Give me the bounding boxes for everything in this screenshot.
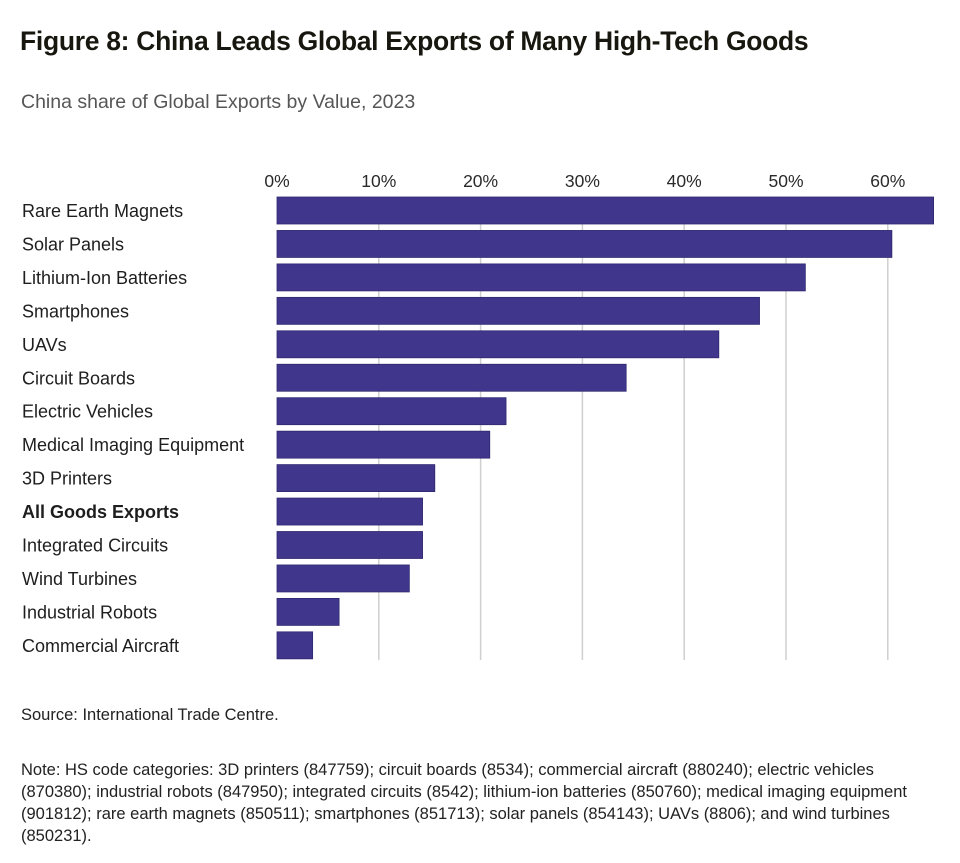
bar-all-goods-exports bbox=[276, 497, 423, 526]
bar-electric-vehicles bbox=[276, 397, 507, 426]
x-axis-ticks: 0% 10% 20% 30% 40% 50% 60% bbox=[264, 171, 905, 191]
tick-label-60: 60% bbox=[870, 171, 905, 191]
category-label-smartphones: Smartphones bbox=[22, 301, 129, 321]
category-label-commercial-aircraft: Commercial Aircraft bbox=[22, 636, 179, 656]
category-label-lithium-ion-batteries: Lithium-Ion Batteries bbox=[22, 268, 187, 288]
category-labels: Rare Earth Magnets Solar Panels Lithium-Io… bbox=[22, 201, 244, 656]
bars bbox=[276, 196, 935, 660]
tick-label-20: 20% bbox=[463, 171, 498, 191]
category-label-industrial-robots: Industrial Robots bbox=[22, 602, 157, 622]
bar-3d-printers bbox=[276, 464, 436, 493]
source-note: Source: International Trade Centre. bbox=[21, 706, 279, 724]
category-label-uavs: UAVs bbox=[22, 335, 67, 355]
bar-solar-panels bbox=[276, 230, 893, 258]
category-label-electric-vehicles: Electric Vehicles bbox=[22, 402, 153, 422]
tick-label-30: 30% bbox=[565, 171, 600, 191]
bar-rare-earth-magnets bbox=[276, 196, 935, 225]
bar-industrial-robots bbox=[276, 597, 340, 626]
bar-circuit-boards bbox=[276, 363, 627, 392]
tick-label-0: 0% bbox=[264, 171, 289, 191]
chart-subtitle: China share of Global Exports by Value, … bbox=[21, 91, 416, 113]
category-label-wind-turbines: Wind Turbines bbox=[22, 569, 137, 589]
tick-label-50: 50% bbox=[768, 171, 803, 191]
tick-label-40: 40% bbox=[667, 171, 702, 191]
bar-wind-turbines bbox=[276, 564, 410, 593]
category-label-solar-panels: Solar Panels bbox=[22, 234, 124, 254]
bar-integrated-circuits bbox=[276, 531, 423, 559]
bar-chart: 0% 10% 20% 30% 40% 50% 60% Rare Earth Magnets S… bbox=[22, 171, 935, 660]
category-label-rare-earth-magnets: Rare Earth Magnets bbox=[22, 201, 183, 221]
bar-smartphones bbox=[276, 296, 760, 325]
bar-lithium-ion-batteries bbox=[276, 263, 806, 292]
chart-title: Figure 8: China Leads Global Exports of … bbox=[20, 26, 809, 56]
bar-commercial-aircraft bbox=[276, 631, 314, 660]
category-label-circuit-boards: Circuit Boards bbox=[22, 368, 135, 388]
tick-label-10: 10% bbox=[361, 171, 396, 191]
hs-code-note: Note: HS code categories: 3D printers (8… bbox=[21, 761, 907, 845]
category-label-integrated-circuits: Integrated Circuits bbox=[22, 536, 168, 556]
bar-uavs bbox=[276, 330, 720, 359]
category-label-all-goods-exports: All Goods Exports bbox=[22, 502, 179, 522]
bar-medical-imaging-equipment bbox=[276, 430, 491, 459]
category-label-3d-printers: 3D Printers bbox=[22, 469, 112, 489]
category-label-medical-imaging-equipment: Medical Imaging Equipment bbox=[22, 435, 244, 455]
